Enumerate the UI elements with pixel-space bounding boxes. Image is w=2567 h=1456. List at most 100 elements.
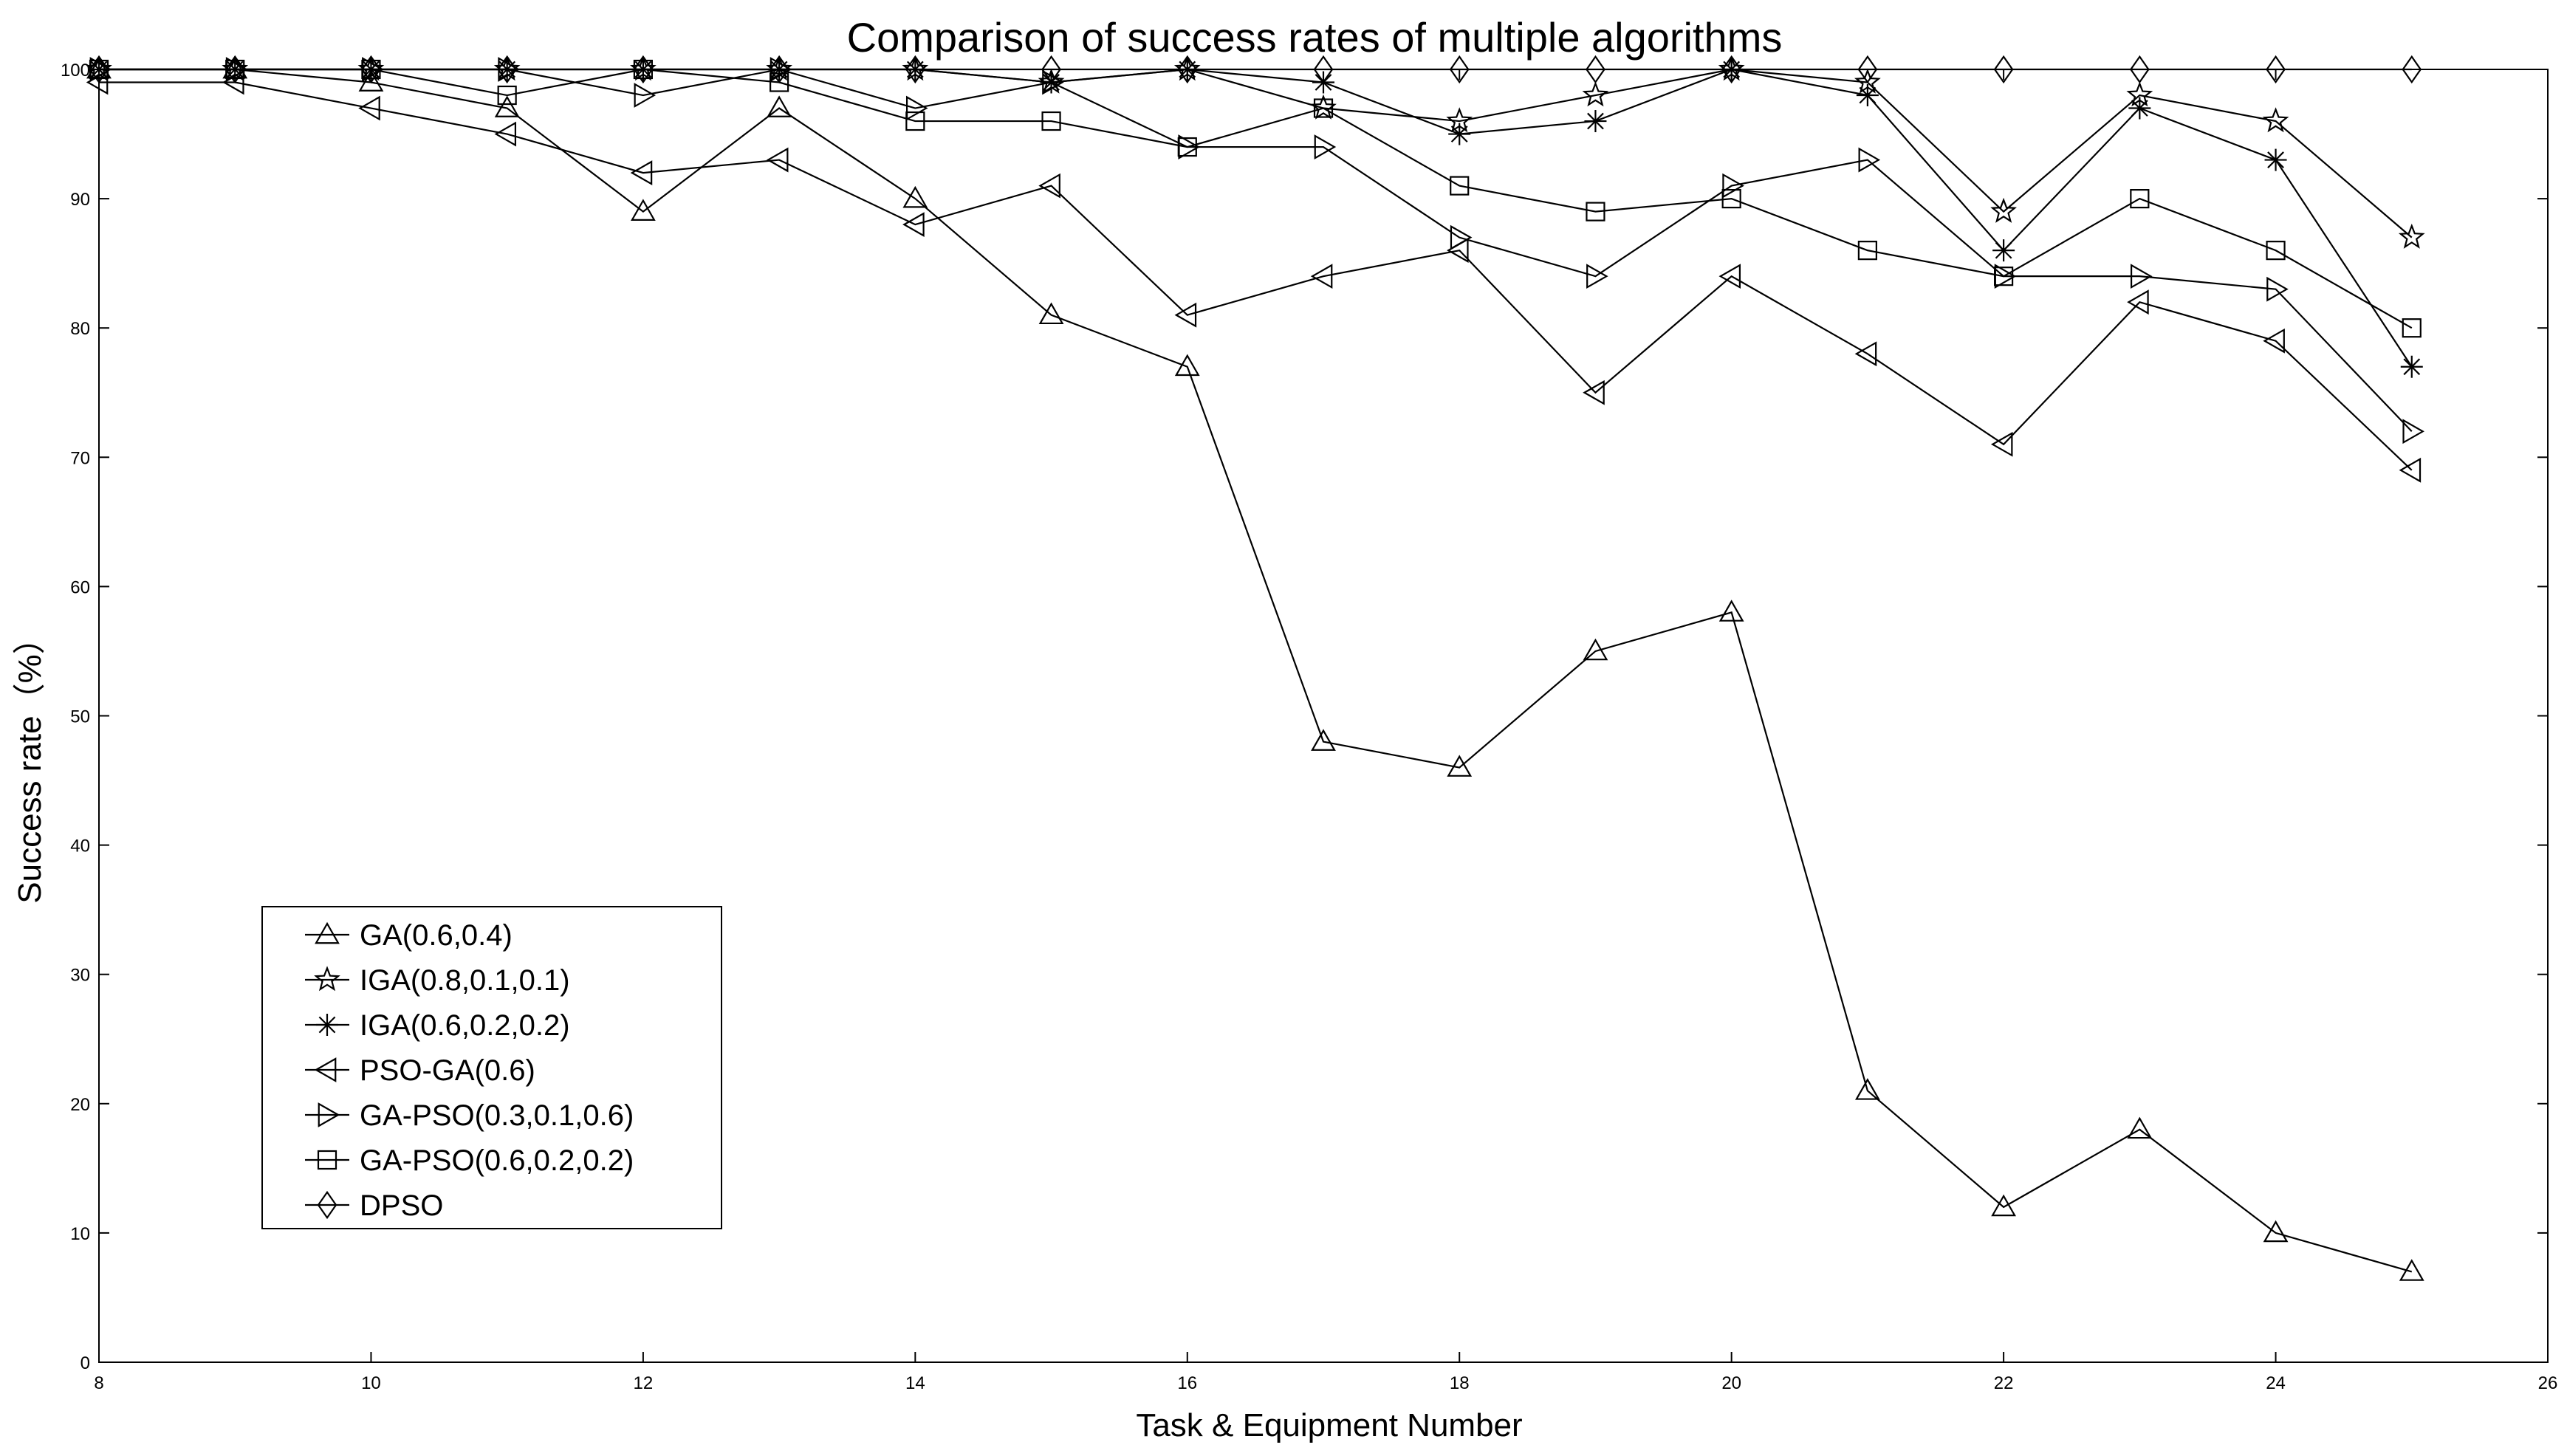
legend-item: IGA(0.8,0.1,0.1) bbox=[305, 964, 570, 997]
data-point bbox=[1994, 267, 2014, 286]
data-point bbox=[2402, 55, 2422, 84]
x-tick-label: 12 bbox=[634, 1373, 654, 1393]
series-line bbox=[99, 81, 2413, 471]
data-point bbox=[1990, 197, 2017, 223]
data-point bbox=[494, 121, 517, 147]
data-point bbox=[494, 95, 520, 117]
data-point bbox=[1586, 264, 1608, 289]
data-point bbox=[905, 55, 925, 84]
x-tick-label: 14 bbox=[905, 1373, 925, 1393]
data-point bbox=[770, 72, 789, 92]
data-point bbox=[2266, 276, 2289, 302]
legend-label: IGA(0.8,0.1,0.1) bbox=[360, 964, 570, 997]
data-point bbox=[902, 212, 925, 238]
data-point bbox=[1854, 341, 1877, 367]
data-point bbox=[2402, 318, 2422, 338]
y-tick-label: 40 bbox=[70, 837, 90, 856]
series-6 bbox=[89, 55, 2422, 84]
legend-label: GA-PSO(0.6,0.2,0.2) bbox=[360, 1144, 634, 1177]
legend-marker bbox=[318, 1102, 340, 1127]
x-tick-label: 10 bbox=[361, 1373, 381, 1393]
data-point bbox=[1586, 202, 1605, 222]
legend-box bbox=[261, 906, 722, 1229]
data-point bbox=[1174, 354, 1200, 377]
data-point bbox=[1042, 69, 1064, 95]
data-point bbox=[766, 147, 789, 173]
data-point bbox=[2264, 148, 2287, 171]
x-tick-label: 8 bbox=[94, 1373, 103, 1393]
legend-marker bbox=[316, 1014, 338, 1036]
data-point bbox=[497, 85, 517, 106]
x-tick-label: 22 bbox=[1994, 1373, 2014, 1393]
data-point bbox=[1449, 55, 1470, 84]
data-point bbox=[2263, 328, 2285, 354]
data-point bbox=[2262, 107, 2289, 133]
x-axis-ticks: 8 10 12 14 16 18 20 22 24 26 bbox=[94, 69, 2557, 1393]
data-point bbox=[1450, 176, 1470, 196]
x-tick-label: 24 bbox=[2266, 1373, 2286, 1393]
data-point bbox=[1722, 173, 1744, 199]
y-axis-label: Success rate（%） bbox=[12, 622, 48, 903]
data-point bbox=[2130, 264, 2153, 289]
legend-marker bbox=[314, 1057, 337, 1082]
data-point bbox=[2263, 1220, 2289, 1243]
data-point bbox=[630, 160, 653, 185]
data-point bbox=[2399, 1259, 2424, 1281]
data-point bbox=[902, 185, 928, 208]
data-point bbox=[1854, 1078, 1880, 1100]
legend-marker bbox=[317, 1150, 337, 1170]
chart-title: Comparison of success rates of multiple … bbox=[847, 14, 1783, 61]
series-0 bbox=[86, 56, 2424, 1281]
data-point bbox=[2398, 223, 2425, 249]
legend-marker bbox=[315, 921, 340, 944]
data-point bbox=[2127, 1116, 2153, 1139]
data-point bbox=[1041, 55, 1061, 84]
data-point bbox=[1447, 755, 1473, 777]
data-point bbox=[1584, 110, 1607, 133]
legend-item: IGA(0.6,0.2,0.2) bbox=[305, 1009, 570, 1042]
data-point bbox=[358, 95, 380, 121]
data-point bbox=[1448, 123, 1471, 145]
y-tick-label: 30 bbox=[70, 966, 90, 986]
x-tick-label: 26 bbox=[2538, 1373, 2558, 1393]
y-tick-label: 70 bbox=[70, 448, 90, 468]
data-point bbox=[1313, 98, 1334, 118]
y-tick-label: 10 bbox=[70, 1224, 90, 1244]
legend-marker bbox=[317, 1190, 337, 1220]
data-point bbox=[1718, 600, 1744, 622]
data-point bbox=[1991, 1194, 2017, 1217]
data-point bbox=[1718, 264, 1741, 289]
data-point bbox=[1313, 55, 1334, 84]
data-point bbox=[225, 55, 245, 84]
data-point bbox=[2266, 55, 2286, 84]
x-tick-label: 16 bbox=[1177, 1373, 1197, 1393]
legend-item: PSO-GA(0.6) bbox=[305, 1054, 535, 1087]
data-point bbox=[2128, 97, 2151, 120]
data-point bbox=[1857, 241, 1877, 261]
legend: GA(0.6,0.4) IGA(0.8,0.1,0.1) IGA(0.6,0.2,0… bbox=[261, 906, 722, 1229]
data-point bbox=[1038, 302, 1064, 325]
legend-item: GA-PSO(0.6,0.2,0.2) bbox=[305, 1144, 634, 1177]
data-point bbox=[89, 55, 109, 84]
data-point bbox=[2127, 289, 2149, 315]
legend-label: PSO-GA(0.6) bbox=[360, 1054, 535, 1087]
data-point bbox=[1857, 55, 1878, 84]
x-axis-label: Task & Equipment Number bbox=[1136, 1407, 1522, 1443]
data-point bbox=[633, 55, 654, 84]
data-point bbox=[767, 95, 792, 117]
data-point bbox=[2266, 241, 2286, 261]
data-point bbox=[1992, 239, 2015, 262]
series-line bbox=[99, 68, 2413, 329]
x-tick-label: 20 bbox=[1721, 1373, 1741, 1393]
data-point bbox=[2399, 457, 2422, 483]
y-tick-label: 90 bbox=[70, 190, 90, 210]
data-point bbox=[1990, 431, 2013, 457]
data-point bbox=[2129, 55, 2150, 84]
data-point bbox=[497, 55, 518, 84]
legend-marker bbox=[314, 966, 340, 992]
y-tick-label: 20 bbox=[70, 1095, 90, 1115]
data-point bbox=[1177, 137, 1197, 157]
y-tick-label: 100 bbox=[61, 61, 90, 80]
